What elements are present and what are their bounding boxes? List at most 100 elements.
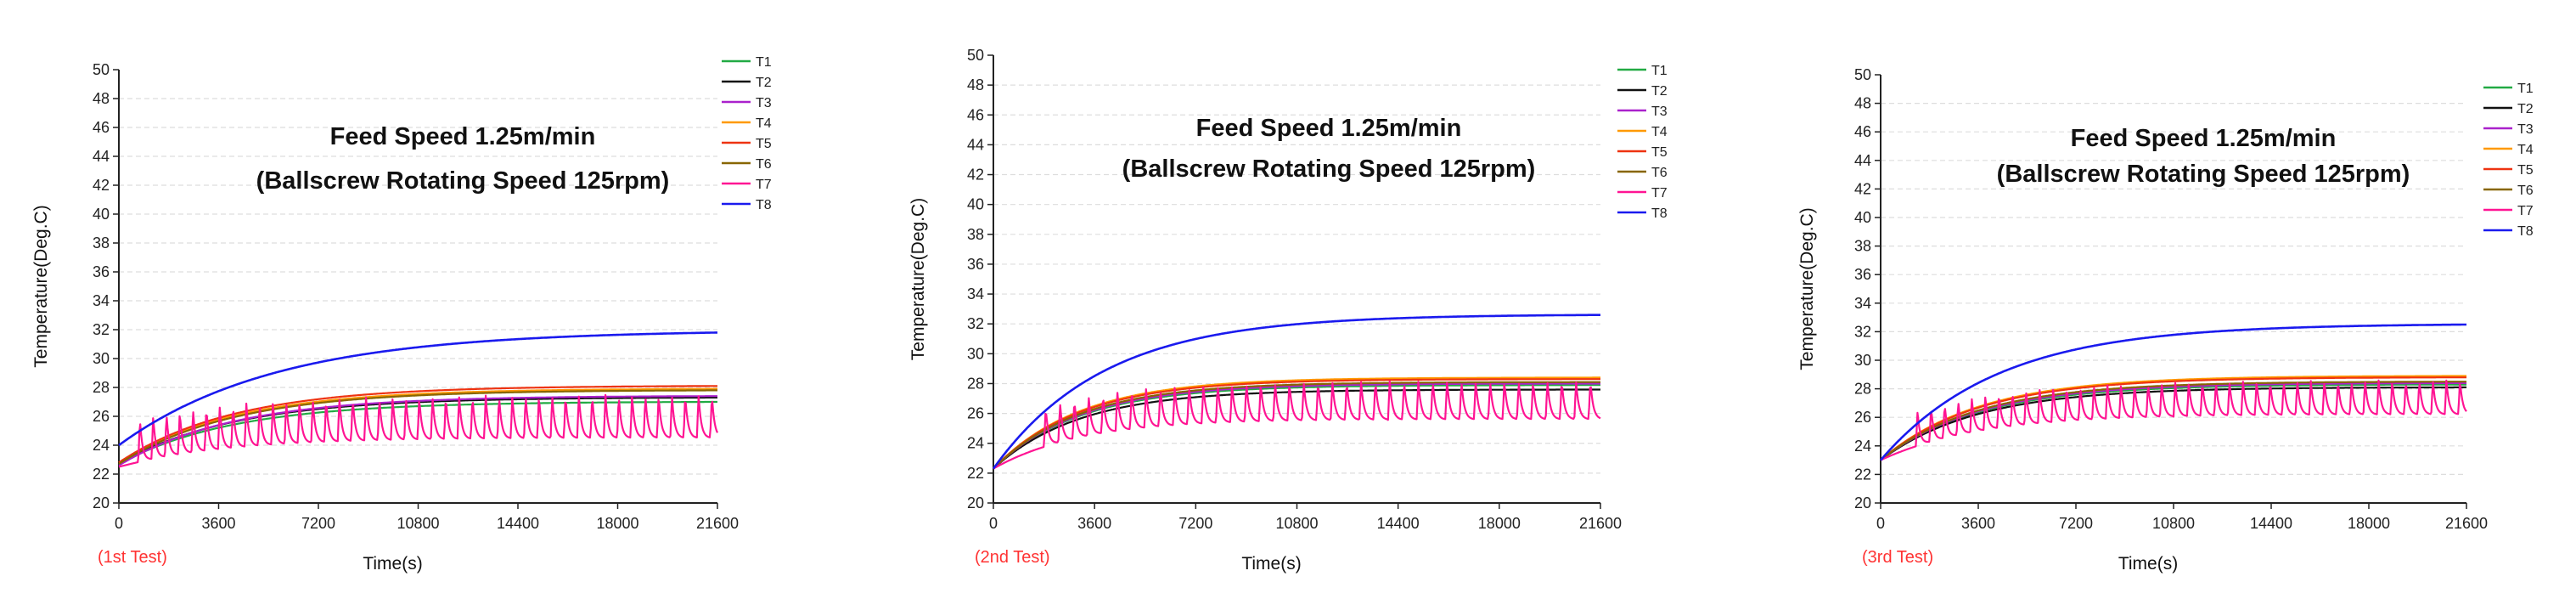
y-tick-label: 50 [967,47,984,64]
y-axis-label: Temperature(Deg.C) [1797,207,1817,370]
y-tick-label: 20 [967,494,984,511]
x-tick-label: 0 [115,515,123,532]
legend-label-t2: T2 [756,76,772,90]
chart-panel-2: 20 22 24 26 28 30 32 34 36 38 40 42 44 46 48 50 0 3600 720… [908,47,1668,574]
y-tick-label: 40 [93,206,110,223]
x-tick-label: 14400 [497,515,539,532]
series-line-t3 [993,382,1601,470]
y-tick-label: 28 [967,375,984,392]
y-tick-label: 36 [1854,266,1871,283]
legend-label-t8: T8 [756,198,772,212]
y-tick-label: 42 [1854,180,1871,197]
series-line-t8 [992,314,1601,470]
y-tick-label: 48 [1854,95,1871,112]
y-tick-label: 48 [93,90,110,107]
legend-label-t5: T5 [1651,145,1668,160]
y-tick-label: 36 [967,256,984,273]
y-tick-label: 32 [93,321,110,338]
x-tick-label: 0 [1876,515,1885,532]
legend-label-t5: T5 [2517,163,2534,178]
chart-title: Feed Speed 1.25m/min [330,123,596,150]
y-tick-label: 38 [967,226,984,243]
x-tick-label: 21600 [696,515,739,532]
x-tick-label: 7200 [1178,515,1212,532]
y-tick-label: 24 [967,435,984,452]
legend-label-t4: T4 [756,116,772,131]
x-axis-label: Time(s) [363,554,422,574]
legend-label-t2: T2 [1651,84,1668,99]
y-tick-label: 26 [967,405,984,422]
y-tick-label: 40 [967,196,984,213]
y-tick-label: 30 [967,345,984,362]
chart-subtitle: (Ballscrew Rotating Speed 125rpm) [256,167,670,195]
legend-label-t8: T8 [2517,224,2534,239]
x-tick-label: 21600 [1579,515,1622,532]
y-tick-label: 40 [1854,209,1871,226]
series-line-t5 [993,378,1601,470]
y-tick-label: 46 [967,106,984,123]
x-tick-label: 14400 [1377,515,1420,532]
y-tick-label: 50 [93,61,110,78]
x-tick-label: 3600 [1077,515,1111,532]
y-tick-label: 30 [93,350,110,367]
legend-label-t1: T1 [1651,64,1668,78]
test-label: (3rd Test) [1862,548,1933,567]
legend-label-t4: T4 [2517,143,2534,157]
y-tick-label: 36 [93,263,110,280]
y-tick-label: 30 [1854,352,1871,369]
y-axis-label: Temperature(Deg.C) [31,205,51,367]
y-tick-label: 34 [93,292,110,309]
series-line-t8 [118,331,718,447]
x-tick-label: 7200 [2059,515,2093,532]
x-tick-label: 0 [989,515,998,532]
series-line-t5 [1880,376,2467,461]
series-line-t2 [1880,386,2467,461]
y-tick-label: 42 [93,177,110,194]
x-tick-label: 18000 [2348,515,2390,532]
legend-label-t2: T2 [2517,102,2534,116]
x-tick-label: 3600 [201,515,235,532]
legend-label-t7: T7 [2517,204,2534,218]
x-tick-label: 3600 [1961,515,1995,532]
y-tick-label: 32 [1854,323,1871,340]
legend-label-t6: T6 [2517,184,2534,198]
y-tick-label: 46 [93,119,110,136]
legend-label-t7: T7 [1651,186,1668,201]
legend-label-t3: T3 [2517,122,2534,137]
x-tick-label: 7200 [301,515,335,532]
y-tick-label: 22 [967,465,984,482]
series-line-t4 [993,376,1601,470]
chart-subtitle: (Ballscrew Rotating Speed 125rpm) [1997,161,2410,188]
series-line-t6 [993,381,1601,470]
legend-label-t1: T1 [2517,82,2534,96]
legend-label-t8: T8 [1651,206,1668,221]
x-tick-label: 10800 [1275,515,1318,532]
y-tick-label: 26 [93,408,110,425]
legend-label-t5: T5 [756,137,772,151]
y-tick-label: 22 [1854,466,1871,483]
y-tick-label: 50 [1854,66,1871,83]
x-tick-label: 18000 [596,515,638,532]
series-line-t7 [1880,379,2467,461]
test-label: (1st Test) [98,548,167,567]
series-line-t7 [993,380,1601,470]
y-tick-label: 34 [967,285,984,302]
x-tick-label: 18000 [1478,515,1521,532]
y-tick-label: 46 [1854,123,1871,140]
y-tick-label: 20 [93,494,110,511]
x-axis-label: Time(s) [1241,554,1301,574]
y-tick-label: 26 [1854,409,1871,426]
y-tick-label: 24 [93,437,110,454]
y-tick-label: 38 [1854,238,1871,255]
y-tick-label: 20 [1854,494,1871,511]
y-tick-label: 42 [967,167,984,184]
y-tick-label: 44 [967,136,984,153]
chart-subtitle: (Ballscrew Rotating Speed 125rpm) [1122,155,1536,183]
chart-title: Feed Speed 1.25m/min [1196,115,1462,142]
legend-label-t1: T1 [756,55,772,70]
test-label: (2nd Test) [975,548,1050,567]
y-tick-label: 44 [93,148,110,165]
x-tick-label: 10800 [397,515,439,532]
legend-label-t3: T3 [756,96,772,110]
